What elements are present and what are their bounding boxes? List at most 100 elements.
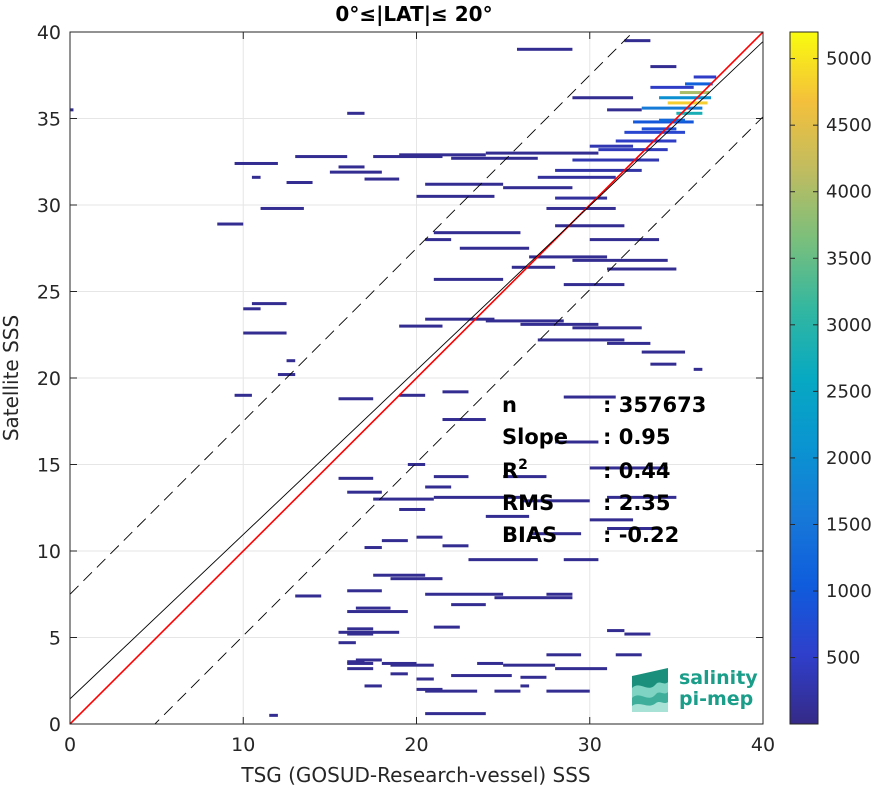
heatmap-cell — [433, 475, 469, 479]
heatmap-cell — [425, 238, 452, 242]
heatmap-cell — [416, 535, 443, 539]
x-tick-label: 20 — [404, 734, 428, 756]
heatmap-cell — [546, 592, 573, 596]
heatmap-cell — [555, 168, 642, 172]
heatmap-cell — [347, 667, 374, 671]
heatmap-cell — [494, 689, 521, 693]
stat-value: : 0.95 — [603, 425, 671, 449]
y-tick-label: 20 — [37, 368, 61, 390]
heatmap-cell — [243, 307, 261, 311]
heatmap-cell — [468, 558, 538, 562]
logo-line1: salinity — [679, 667, 758, 689]
x-tick-label: 10 — [231, 734, 255, 756]
stat-label-superscript: 2 — [518, 457, 528, 473]
heatmap-cell — [546, 206, 616, 210]
heatmap-cell — [416, 687, 443, 691]
heatmap-cell — [615, 139, 677, 143]
heatmap-cell — [589, 466, 668, 470]
heatmap-cell — [251, 175, 261, 179]
heatmap-cell — [347, 111, 365, 115]
colorbar-tick-label: 2000 — [826, 448, 872, 469]
heatmap-cell — [390, 672, 408, 676]
salinity-pi-mep-logo: salinity pi-mep — [632, 667, 758, 712]
heatmap-cell — [355, 606, 391, 610]
heatmap-cell — [234, 393, 252, 397]
reference-line--3-rms — [154, 116, 763, 724]
heatmap-cell — [433, 625, 460, 629]
x-tick-label: 0 — [64, 734, 76, 756]
heatmap-cell — [347, 632, 374, 636]
heatmap-cell — [485, 319, 564, 323]
stat-value: : 0.44 — [603, 459, 671, 483]
heatmap-cell — [511, 265, 556, 269]
heatmap-cell — [520, 675, 547, 679]
heatmap-cell — [277, 373, 296, 377]
y-tick-label: 40 — [37, 22, 61, 44]
heatmap-cell — [516, 47, 573, 51]
heatmap-cell — [667, 101, 708, 105]
heatmap-cell — [416, 677, 434, 681]
heatmap-cell — [399, 507, 426, 511]
colorbar-tick-label: 2500 — [826, 381, 872, 402]
heatmap-cell — [338, 476, 374, 480]
heatmap-cell — [433, 495, 521, 499]
heatmap-cell — [555, 440, 599, 444]
heatmap-cell — [546, 653, 582, 657]
heatmap-cell — [679, 91, 710, 95]
heatmap-cell — [425, 592, 504, 596]
heatmap-cell — [676, 111, 703, 115]
heatmap-cell — [338, 630, 400, 634]
heatmap-cell — [503, 475, 547, 479]
colorbar-ticks: 500 1000 1500 2000 2500 3000 3500 4000 4500 5000 — [790, 49, 872, 669]
reference-line-1-1-line — [70, 32, 763, 724]
heatmap-cell — [607, 495, 677, 499]
heatmap-cell — [295, 594, 322, 598]
heatmap-cell — [607, 267, 677, 271]
heatmap-cell — [555, 196, 608, 200]
heatmap-cell — [390, 663, 434, 667]
heatmap-cell — [529, 255, 608, 259]
heatmap-cell — [537, 338, 625, 342]
heatmap-cell — [425, 712, 486, 716]
heatmap-cell — [607, 629, 625, 633]
heatmap-cells — [70, 39, 717, 717]
heatmap-cell — [425, 689, 478, 693]
heatmap-cell — [381, 661, 417, 665]
heatmap-cell — [234, 161, 278, 165]
heatmap-cell — [425, 485, 452, 489]
heatmap-cell — [520, 322, 599, 326]
heatmap-cell — [615, 653, 642, 657]
heatmap-cell — [347, 660, 365, 664]
heatmap-cell — [555, 224, 625, 228]
heatmap-cell — [563, 283, 625, 287]
heatmap-cell — [659, 118, 686, 122]
heatmap-cell — [373, 155, 443, 159]
reference-lines — [70, 32, 763, 724]
heatmap-cell — [485, 151, 599, 155]
heatmap-cell — [217, 222, 244, 226]
heatmap-cell — [589, 518, 634, 522]
y-tick-label: 5 — [49, 628, 61, 650]
heatmap-cell — [399, 393, 426, 397]
heatmap-cell — [373, 573, 426, 577]
heatmap-cell — [364, 177, 400, 181]
heatmap-cell — [338, 641, 356, 645]
heatmap-cell — [399, 324, 443, 328]
stat-value: : 2.35 — [603, 491, 671, 515]
heatmap-cell — [572, 326, 642, 330]
heatmap-cell — [338, 397, 374, 401]
x-axis-ticks: 0 10 20 30 40 — [64, 32, 775, 756]
heatmap-cell — [693, 367, 703, 371]
heatmap-cell — [251, 302, 287, 306]
heatmap-cell — [693, 75, 717, 79]
colorbar-tick-label: 5000 — [826, 49, 872, 70]
heatmap-cell — [347, 589, 382, 593]
heatmap-cell — [286, 359, 296, 363]
heatmap-cell — [381, 539, 408, 543]
colorbar-tick-label: 3500 — [826, 248, 872, 269]
heatmap-cell — [624, 130, 686, 134]
heatmap-cell — [442, 544, 469, 548]
heatmap-cell — [572, 96, 634, 100]
heatmap-cell — [659, 96, 712, 100]
colorbar-tick-label: 4500 — [826, 115, 872, 136]
